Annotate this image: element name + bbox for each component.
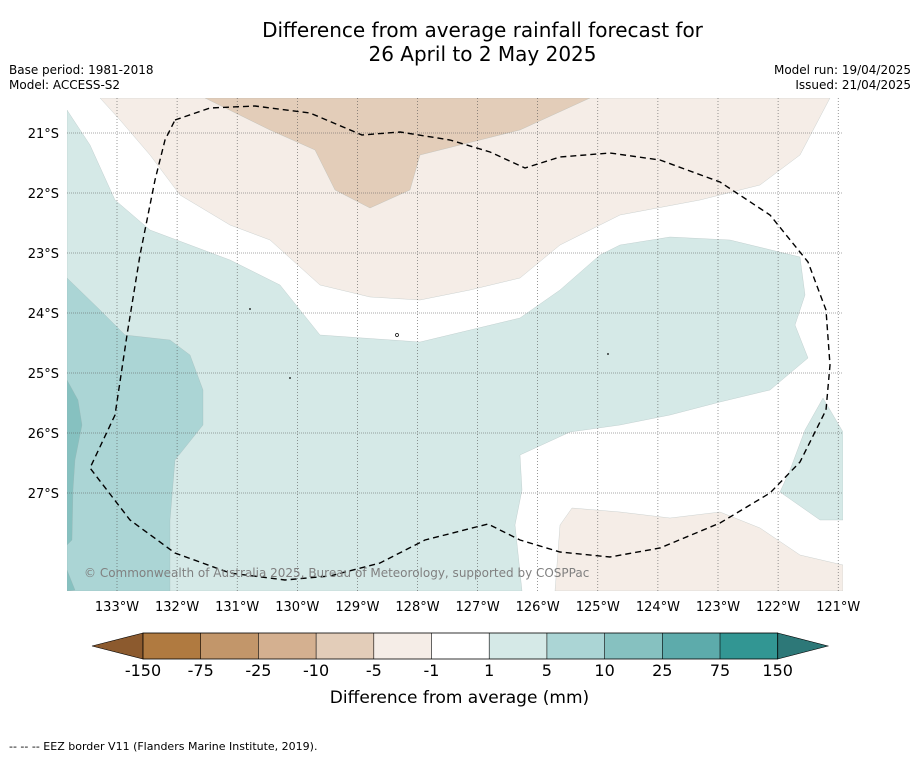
title-line-1: Difference from average rainfall forecas… — [262, 18, 703, 42]
longitude-label: 122°W — [756, 600, 800, 615]
colorbar-tick-label: 75 — [710, 661, 730, 680]
wetter-region-mid — [67, 277, 204, 591]
colorbar-bin — [431, 633, 490, 659]
colorbar-ticks: -150 -75 -25 -10 -5 -1 1 5 10 25 75 150 — [125, 661, 793, 680]
longitude-label: 125°W — [576, 600, 620, 615]
colorbar-tick-label: -10 — [303, 661, 329, 680]
longitude-label: 129°W — [335, 600, 379, 615]
colorbar-bin — [316, 633, 374, 659]
colorbar-label: Difference from average (mm) — [329, 688, 590, 708]
latitude-label: 23°S — [28, 247, 59, 262]
longitude-label: 131°W — [215, 600, 259, 615]
colorbar-bin — [373, 633, 432, 659]
issued-date: Issued: 21/04/2025 — [795, 78, 911, 92]
latitude-label: 26°S — [28, 427, 59, 442]
map-area — [67, 98, 843, 591]
colorbar-tick-label: 5 — [542, 661, 552, 680]
drier-region-south — [554, 507, 843, 591]
colorbar-overflow — [777, 632, 830, 660]
drier-region-mid — [204, 98, 591, 209]
longitude-label: 121°W — [816, 600, 860, 615]
colorbar-tick-label: 10 — [594, 661, 614, 680]
latitude-label: 21°S — [28, 127, 59, 142]
colorbar-bin — [489, 633, 547, 659]
latitude-label: 22°S — [28, 187, 59, 202]
colorbar-tick-label: -5 — [366, 661, 382, 680]
drier-region-light — [99, 98, 831, 301]
eez-legend-note: -- -- -- EEZ border V11 (Flanders Marine… — [9, 740, 318, 753]
run-info: Model run: 19/04/2025 Issued: 21/04/2025 — [774, 63, 911, 93]
colorbar-tick-label: -25 — [245, 661, 271, 680]
island-marker — [249, 308, 251, 310]
colorbar-frame — [142, 632, 779, 660]
colorbar-tick-label: 1 — [484, 661, 494, 680]
longitude-label: 126°W — [516, 600, 560, 615]
colorbar-bin — [258, 633, 317, 659]
longitude-label: 124°W — [636, 600, 680, 615]
colorbar-underflow — [91, 632, 144, 660]
longitude-label: 132°W — [155, 600, 199, 615]
map-title: Difference from average rainfall forecas… — [0, 18, 919, 66]
colorbar-tick-label: -75 — [188, 661, 214, 680]
base-period: Base period: 1981-2018 — [9, 63, 154, 77]
island-marker — [395, 333, 399, 337]
wetter-region-light — [67, 109, 809, 591]
wetter-region-dark — [67, 379, 83, 546]
latitude-label: 25°S — [28, 367, 59, 382]
island-marker — [289, 377, 291, 379]
latitude-label: 24°S — [28, 307, 59, 322]
base-info: Base period: 1981-2018 Model: ACCESS-S2 — [9, 63, 154, 93]
colorbar-bin — [720, 633, 778, 659]
eez-border — [89, 105, 831, 581]
latitude-label: 27°S — [28, 487, 59, 502]
graticule — [67, 98, 843, 591]
colorbar-tick-label: 25 — [652, 661, 672, 680]
island-marker — [607, 353, 609, 355]
colorbar-bin — [546, 633, 605, 659]
colorbar-tick-label: -1 — [424, 661, 440, 680]
longitude-label: 123°W — [696, 600, 740, 615]
longitude-label: 127°W — [456, 600, 500, 615]
longitude-label: 128°W — [395, 600, 439, 615]
rainfall-map: © Commonwealth of Australia 2025, Bureau… — [28, 98, 861, 680]
model-name: Model: ACCESS-S2 — [9, 78, 121, 92]
colorbar-tick-label: 150 — [762, 661, 793, 680]
wetter-region-dark-corner — [67, 569, 76, 591]
longitude-labels: 133°W 132°W 131°W 130°W 129°W 128°W 127°W 126°W… — [95, 600, 861, 615]
colorbar-bin — [662, 633, 720, 659]
latitude-labels: 21°S 22°S 23°S 24°S 25°S 26°S 27°S — [28, 127, 59, 502]
colorbar-bin — [200, 633, 259, 659]
colorbar-bin — [604, 633, 663, 659]
longitude-label: 133°W — [95, 600, 139, 615]
copyright-note: © Commonwealth of Australia 2025, Bureau… — [84, 566, 589, 580]
title-line-2: 26 April to 2 May 2025 — [368, 42, 597, 66]
longitude-label: 130°W — [275, 600, 319, 615]
colorbar-tick-label: -150 — [125, 661, 161, 680]
wetter-region-east — [779, 397, 843, 521]
colorbar-bin — [143, 633, 201, 659]
model-run: Model run: 19/04/2025 — [773, 63, 911, 77]
colorbar — [91, 632, 830, 660]
